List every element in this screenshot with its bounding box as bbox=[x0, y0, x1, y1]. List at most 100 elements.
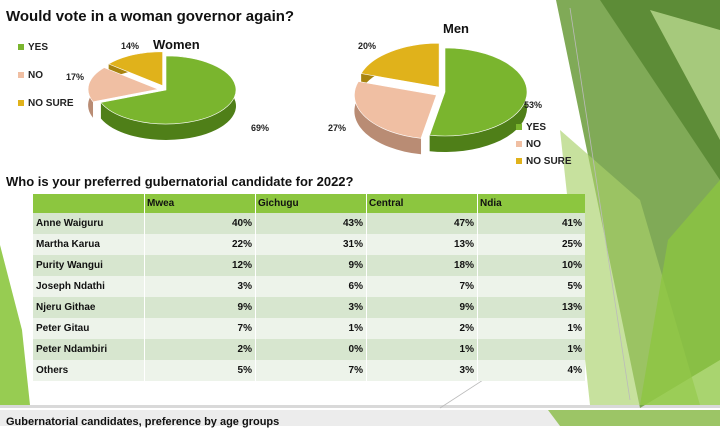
pies-title: Would vote in a woman governor again? bbox=[6, 8, 295, 25]
table-row: Peter Ndambiri 2% 0% 1% 1% bbox=[33, 339, 585, 360]
deco-shape-green bbox=[640, 180, 720, 405]
table-cell: 3% bbox=[366, 360, 478, 381]
table-header-cell: Mwea bbox=[144, 194, 256, 213]
table-cell: 9% bbox=[255, 255, 367, 276]
legend-item-yes: YES bbox=[516, 120, 572, 134]
table-cell: 5% bbox=[144, 360, 256, 381]
men-pie-title: Men bbox=[443, 21, 469, 36]
table-cell: 5% bbox=[477, 276, 585, 297]
legend-label-no: NO bbox=[28, 69, 43, 81]
row-label: Joseph Ndathi bbox=[33, 276, 145, 297]
table-cell: 3% bbox=[255, 297, 367, 318]
table-header-cell: Gichugu bbox=[255, 194, 367, 213]
table-cell: 10% bbox=[477, 255, 585, 276]
women-label-not-sure: 14% bbox=[121, 41, 140, 51]
legend-label-yes: YES bbox=[28, 41, 49, 53]
table-header-row: Mwea Gichugu Central Ndia bbox=[33, 194, 585, 213]
legend-swatch-yes bbox=[516, 124, 522, 130]
table-cell: 13% bbox=[477, 297, 585, 318]
table-cell: 2% bbox=[144, 339, 256, 360]
row-label: Anne Waiguru bbox=[33, 213, 145, 234]
pie-slice-no bbox=[87, 67, 160, 103]
table-cell: 47% bbox=[366, 213, 478, 234]
table-row: Peter Gitau 7% 1% 2% 1% bbox=[33, 318, 585, 339]
table-cell: 12% bbox=[144, 255, 256, 276]
deco-shape-left bbox=[0, 245, 30, 405]
pie-slice-side bbox=[354, 81, 422, 155]
row-label: Others bbox=[33, 360, 145, 381]
table-row: Martha Karua 22% 31% 13% 25% bbox=[33, 234, 585, 255]
pie-slice-no bbox=[354, 81, 437, 139]
legend-item-no: NO bbox=[18, 68, 74, 82]
table-header-cell: Ndia bbox=[477, 194, 585, 213]
table-cell: 18% bbox=[366, 255, 478, 276]
table-cell: 43% bbox=[255, 213, 367, 234]
table-cell: 13% bbox=[366, 234, 478, 255]
table-cell: 9% bbox=[144, 297, 256, 318]
table-row: Purity Wangui 12% 9% 18% 10% bbox=[33, 255, 585, 276]
table-title: Who is your preferred gubernatorial cand… bbox=[6, 174, 354, 189]
table-body: Anne Waiguru 40% 43% 47% 41% Martha Karua 22% 3… bbox=[33, 213, 585, 381]
legend-item-yes: YES bbox=[18, 40, 74, 54]
legend-swatch-no bbox=[18, 72, 24, 78]
row-label: Peter Ndambiri bbox=[33, 339, 145, 360]
pie-slice-yes bbox=[429, 47, 528, 137]
table-row: Njeru Githae 9% 3% 9% 13% bbox=[33, 297, 585, 318]
row-label: Purity Wangui bbox=[33, 255, 145, 276]
row-label: Martha Karua bbox=[33, 234, 145, 255]
legend-item-not-sure: NO SURE bbox=[18, 96, 74, 110]
legend-label-no: NO bbox=[526, 138, 541, 150]
legend-swatch-not-sure bbox=[18, 100, 24, 106]
women-legend: YES NO NO SURE bbox=[18, 40, 74, 124]
pie-slice-no-sure bbox=[360, 42, 440, 88]
men-label-not-sure: 20% bbox=[358, 41, 377, 51]
legend-swatch-not-sure bbox=[516, 158, 522, 164]
table-row: Joseph Ndathi 3% 6% 7% 5% bbox=[33, 276, 585, 297]
table-cell: 7% bbox=[366, 276, 478, 297]
pie-slice-no-sure bbox=[107, 51, 163, 87]
legend-label-yes: YES bbox=[526, 121, 547, 133]
legend-item-not-sure: NO SURE bbox=[516, 154, 572, 168]
men-legend: YES NO NO SURE bbox=[516, 120, 572, 171]
candidate-table: Mwea Gichugu Central Ndia Anne Waiguru 40… bbox=[33, 194, 585, 381]
men-label-no: 27% bbox=[328, 123, 347, 133]
table-cell: 25% bbox=[477, 234, 585, 255]
table-row: Anne Waiguru 40% 43% 47% 41% bbox=[33, 213, 585, 234]
table-cell: 2% bbox=[366, 318, 478, 339]
deco-shape-bottom bbox=[548, 410, 720, 426]
table-cell: 6% bbox=[255, 276, 367, 297]
table-cell: 7% bbox=[255, 360, 367, 381]
legend-label-not-sure: NO SURE bbox=[28, 97, 74, 109]
bottom-band bbox=[0, 410, 720, 426]
women-pie-chart bbox=[87, 51, 237, 140]
row-label: Peter Gitau bbox=[33, 318, 145, 339]
table-cell: 3% bbox=[144, 276, 256, 297]
table-cell: 1% bbox=[477, 339, 585, 360]
women-label-no: 17% bbox=[66, 72, 85, 82]
row-label: Njeru Githae bbox=[33, 297, 145, 318]
legend-item-no: NO bbox=[516, 137, 572, 151]
table-row: Others 5% 7% 3% 4% bbox=[33, 360, 585, 381]
men-label-yes: 53% bbox=[524, 100, 543, 110]
table-cell: 7% bbox=[144, 318, 256, 339]
deco-shape-pale bbox=[650, 10, 720, 140]
table-cell: 31% bbox=[255, 234, 367, 255]
bottom-title: Gubernatorial candidates, preference by … bbox=[6, 416, 280, 428]
legend-label-not-sure: NO SURE bbox=[526, 155, 572, 167]
legend-swatch-yes bbox=[18, 44, 24, 50]
table-cell: 1% bbox=[255, 318, 367, 339]
table-cell: 9% bbox=[366, 297, 478, 318]
pie-slice-yes bbox=[100, 55, 237, 125]
table-cell: 1% bbox=[366, 339, 478, 360]
women-pie-title: Women bbox=[153, 37, 200, 52]
table-cell: 1% bbox=[477, 318, 585, 339]
table-header-cell bbox=[33, 194, 145, 213]
legend-swatch-no bbox=[516, 141, 522, 147]
table-header-cell: Central bbox=[366, 194, 478, 213]
table-cell: 0% bbox=[255, 339, 367, 360]
women-label-yes: 69% bbox=[251, 123, 270, 133]
table-cell: 41% bbox=[477, 213, 585, 234]
divider-line bbox=[0, 405, 720, 408]
